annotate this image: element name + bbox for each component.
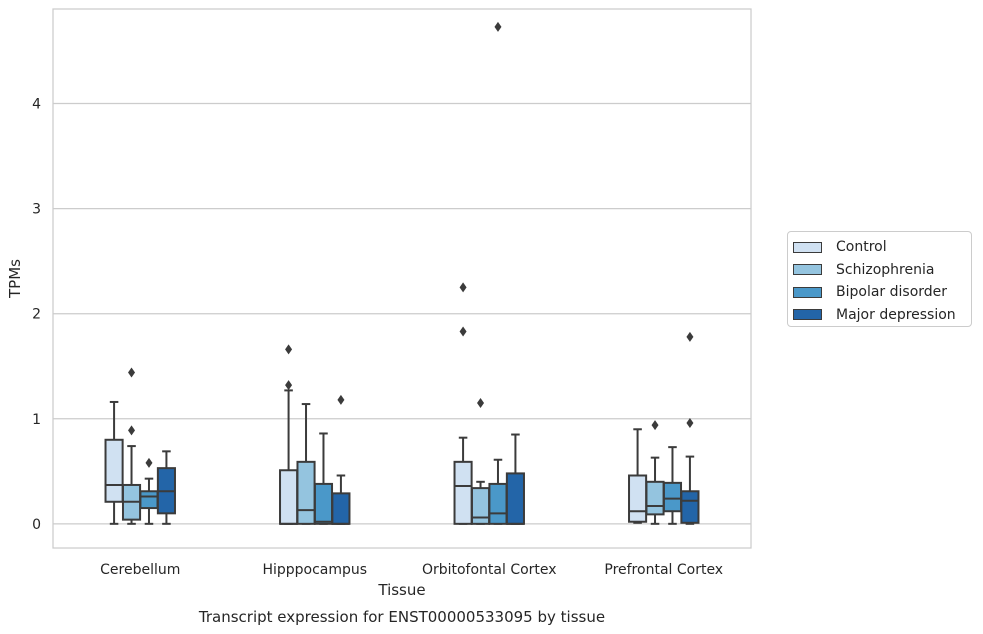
series-control	[104, 282, 648, 525]
outlier-point	[686, 331, 694, 342]
x-tick-label: Cerebellum	[100, 562, 180, 578]
outlier-point	[494, 21, 502, 32]
chart-title: Transcript expression for ENST0000053309…	[198, 608, 605, 626]
legend-label: Control	[836, 239, 887, 256]
x-tick-labels: Cerebellum Hipppocampus Orbitofontal Corte…	[100, 562, 723, 578]
legend-swatch	[793, 241, 822, 253]
box	[488, 482, 508, 525]
series-major-depression	[156, 331, 700, 525]
outlier-point	[128, 367, 136, 378]
legend-label: Major depression	[836, 306, 956, 323]
series-schizophrenia	[121, 367, 665, 525]
outlier-point	[651, 420, 659, 431]
legend-swatch	[793, 286, 822, 298]
outlier-point	[686, 417, 694, 428]
outlier-point	[459, 282, 467, 293]
legend-swatch	[793, 264, 822, 276]
box	[505, 472, 525, 525]
box	[296, 460, 316, 525]
legend-item: Major depression	[793, 304, 971, 327]
y-tick-label: 2	[32, 307, 41, 323]
box	[645, 480, 665, 516]
box-series	[104, 21, 700, 525]
box	[104, 438, 124, 503]
outlier-point	[459, 326, 467, 337]
y-tick-label: 3	[32, 202, 41, 218]
outlier-point	[145, 457, 153, 468]
y-axis-label: TPMs	[6, 259, 24, 299]
y-tick-label: 0	[32, 517, 41, 533]
y-tick-label: 1	[32, 412, 41, 428]
plot-area-frame	[52, 8, 752, 549]
box	[139, 490, 159, 510]
legend-item: Schizophrenia	[793, 259, 971, 282]
outlier-point	[285, 344, 293, 355]
legend-swatch	[793, 309, 822, 321]
x-tick-label: Orbitofontal Cortex	[422, 562, 557, 578]
outlier-point	[337, 394, 345, 405]
box	[331, 492, 351, 525]
grid-lines	[53, 102, 751, 525]
legend-item: Bipolar disorder	[793, 281, 971, 304]
x-axis-label: Tissue	[377, 581, 425, 599]
x-tick-label: Prefrontal Cortex	[604, 562, 723, 578]
x-tick-label: Hipppocampus	[262, 562, 367, 578]
legend-item: Control	[793, 236, 971, 259]
y-tick-labels: 0 1 2 3 4	[32, 97, 41, 533]
outlier-point	[477, 398, 485, 409]
box	[628, 474, 648, 523]
box	[313, 482, 334, 525]
legend: Control Schizophrenia Bipolar disorder Majo…	[787, 231, 972, 327]
series-bipolar-disorder	[139, 21, 683, 525]
outlier-point	[285, 380, 293, 391]
box	[662, 481, 683, 513]
outlier-point	[128, 425, 136, 436]
legend-label: Schizophrenia	[836, 261, 935, 278]
legend-label: Bipolar disorder	[836, 284, 948, 301]
box	[453, 460, 473, 525]
box	[680, 490, 700, 524]
y-tick-label: 4	[32, 97, 41, 113]
box	[279, 469, 299, 525]
